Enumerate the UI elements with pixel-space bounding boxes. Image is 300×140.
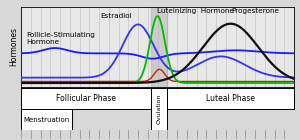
Text: Luteal Phase: Luteal Phase xyxy=(206,94,255,103)
Text: Estradiol: Estradiol xyxy=(101,13,132,19)
Text: Menstruation: Menstruation xyxy=(23,117,70,123)
Text: Follicular Phase: Follicular Phase xyxy=(56,94,116,103)
Text: Follicle-Stimulating
Hormone: Follicle-Stimulating Hormone xyxy=(26,32,95,45)
Text: Luteinizing  Hormone: Luteinizing Hormone xyxy=(157,8,233,14)
Text: Progesterone: Progesterone xyxy=(231,8,279,14)
Y-axis label: Hormones: Hormones xyxy=(9,27,18,66)
Bar xyxy=(151,7,167,87)
Text: Ovulation: Ovulation xyxy=(157,94,161,124)
